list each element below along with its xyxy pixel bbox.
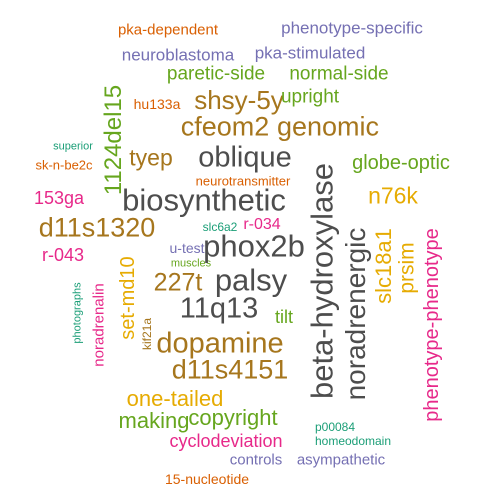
word: phenotype-specific	[281, 18, 423, 38]
word: palsy	[214, 262, 288, 298]
word: dopamine	[156, 327, 284, 360]
word: upright	[280, 86, 340, 108]
word: tilt	[275, 307, 293, 327]
word: kif21a	[140, 317, 154, 351]
word: set-md10	[117, 256, 139, 340]
word: muscles	[170, 257, 212, 270]
word: cfeom2	[180, 111, 270, 142]
word: hu133a	[133, 96, 181, 112]
word: sk-n-be2c	[35, 157, 93, 173]
word: 153ga	[33, 188, 85, 208]
word: phenotype-phenotype	[421, 228, 443, 422]
word: d11s4151	[171, 354, 289, 385]
word: r-034	[243, 216, 281, 233]
word: neurotransmitter	[195, 173, 291, 189]
word: 15-nucleotide	[164, 471, 250, 487]
word: tyep	[129, 144, 173, 171]
word: one-tailed	[126, 386, 224, 411]
word: prsim	[395, 242, 419, 294]
word: copyright	[188, 405, 278, 430]
word: biosynthetic	[122, 182, 286, 218]
word: p00084	[314, 420, 356, 434]
word: 1124del15	[100, 84, 127, 196]
word: controls	[229, 451, 283, 469]
word: 227t	[153, 268, 203, 297]
word: shsy-5y	[194, 85, 284, 115]
word: noradrenalin	[90, 283, 108, 367]
word: pka-stimulated	[254, 43, 366, 63]
word: photographs	[71, 282, 84, 344]
word: r-043	[41, 245, 85, 265]
word: asympathetic	[296, 451, 386, 469]
word: normal-side	[289, 63, 389, 85]
word: slc18a1	[371, 228, 396, 304]
word: superior	[53, 140, 93, 153]
word: 11q13	[179, 292, 259, 325]
word: genomic	[276, 111, 380, 142]
word: phox2b	[203, 228, 305, 264]
word: slc6a2	[202, 220, 238, 234]
word: oblique	[198, 141, 292, 174]
word: n76k	[368, 182, 418, 209]
word: noradrenergic	[340, 227, 371, 401]
word: beta-hydroxylase	[304, 162, 340, 400]
word: d11s1320	[38, 212, 156, 243]
word: cyclodeviation	[169, 431, 283, 451]
word: u-test	[169, 240, 205, 256]
word: pka-dependent	[117, 21, 219, 39]
word: neuroblastoma	[121, 45, 235, 65]
word: paretic-side	[166, 63, 266, 85]
word: homeodomain	[314, 434, 392, 448]
word: making	[118, 408, 190, 433]
word: globe-optic	[352, 152, 450, 174]
